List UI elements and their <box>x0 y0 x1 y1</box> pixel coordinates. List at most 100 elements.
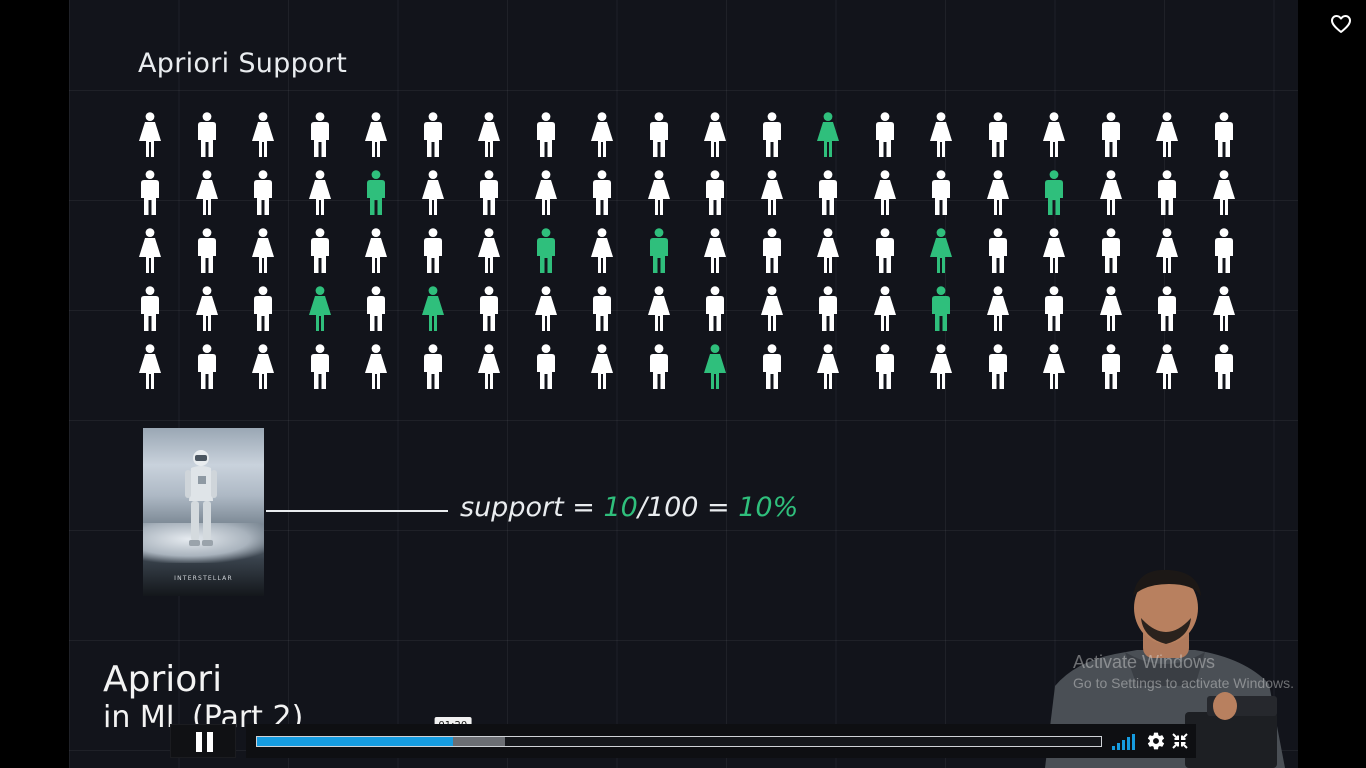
person-icon <box>757 286 787 332</box>
person-icon <box>418 344 448 390</box>
person-icon <box>1039 228 1069 274</box>
person-icon-highlighted <box>926 286 956 332</box>
person-icon <box>248 170 278 216</box>
played-progress <box>257 737 453 746</box>
person-icon <box>418 112 448 158</box>
person-icon <box>1152 112 1182 158</box>
volume-bars-icon[interactable] <box>1112 732 1138 750</box>
favorite-button[interactable] <box>1329 12 1353 36</box>
volume-bar <box>1122 740 1125 750</box>
person-icon <box>305 170 335 216</box>
person-icon <box>983 228 1013 274</box>
watermark-subtitle: Go to Settings to activate Windows. <box>1073 675 1294 691</box>
person-icon <box>248 286 278 332</box>
person-icon <box>813 344 843 390</box>
person-icon <box>474 286 504 332</box>
connector-line <box>266 510 448 512</box>
person-icon-highlighted <box>361 170 391 216</box>
presenter-video <box>1045 566 1298 768</box>
person-icon <box>474 344 504 390</box>
person-icon <box>587 170 617 216</box>
person-icon <box>644 286 674 332</box>
person-icon-highlighted <box>1039 170 1069 216</box>
person-icon <box>644 344 674 390</box>
formula-numerator: 10 <box>603 492 638 523</box>
control-bar <box>246 724 1196 758</box>
person-icon <box>644 112 674 158</box>
person-icon <box>1209 112 1239 158</box>
person-icon <box>813 228 843 274</box>
person-icon <box>305 112 335 158</box>
person-icon <box>700 170 730 216</box>
formula-result: 10% <box>738 492 799 523</box>
person-icon <box>1096 112 1126 158</box>
person-icon <box>135 112 165 158</box>
person-icon <box>361 228 391 274</box>
windows-activation-watermark: Activate Windows Go to Settings to activ… <box>1073 652 1294 691</box>
person-icon <box>1152 228 1182 274</box>
person-icon <box>700 286 730 332</box>
person-icon <box>870 286 900 332</box>
formula-prefix: support = <box>460 492 604 523</box>
person-icon <box>305 344 335 390</box>
person-icon <box>361 344 391 390</box>
person-icon <box>1152 170 1182 216</box>
person-icon <box>1096 344 1126 390</box>
person-icon <box>1096 228 1126 274</box>
volume-bar <box>1117 743 1120 750</box>
support-formula: support = 10/100 = 10% <box>460 492 798 523</box>
player-controls <box>170 724 1196 758</box>
person-icon-highlighted <box>926 228 956 274</box>
person-icon <box>813 286 843 332</box>
person-icon-highlighted <box>418 286 448 332</box>
person-icon <box>700 112 730 158</box>
exit-fullscreen-icon <box>1172 733 1188 749</box>
person-icon <box>1152 344 1182 390</box>
person-icon <box>192 344 222 390</box>
person-icon <box>870 112 900 158</box>
person-icon <box>418 170 448 216</box>
person-icon <box>1209 170 1239 216</box>
person-icon <box>135 170 165 216</box>
play-pause-button[interactable] <box>170 724 236 758</box>
progress-bar[interactable] <box>256 736 1102 747</box>
person-icon <box>248 112 278 158</box>
person-icon <box>587 344 617 390</box>
person-icon <box>248 228 278 274</box>
person-icon <box>361 112 391 158</box>
person-icon <box>926 170 956 216</box>
watermark-title: Activate Windows <box>1073 652 1216 672</box>
person-icon <box>700 228 730 274</box>
pause-icon-bar-right <box>207 732 213 752</box>
video-frame[interactable]: Apriori Support INTERSTELLAR support = 1… <box>69 0 1298 768</box>
person-icon <box>135 228 165 274</box>
person-icon <box>305 228 335 274</box>
movie-poster: INTERSTELLAR <box>143 428 264 596</box>
person-icon <box>983 286 1013 332</box>
person-icon-highlighted <box>305 286 335 332</box>
volume-bar <box>1112 746 1115 750</box>
person-icon <box>644 170 674 216</box>
person-icon <box>757 170 787 216</box>
person-icon <box>870 344 900 390</box>
person-icon <box>587 112 617 158</box>
fullscreen-button[interactable] <box>1172 733 1188 749</box>
poster-caption: INTERSTELLAR <box>174 575 233 582</box>
person-icon <box>870 170 900 216</box>
person-icon <box>192 112 222 158</box>
person-icon <box>1039 112 1069 158</box>
lesson-title-line1: Apriori <box>103 659 223 700</box>
person-icon <box>813 170 843 216</box>
person-icon <box>1152 286 1182 332</box>
person-icon <box>1096 286 1126 332</box>
person-icon-highlighted <box>531 228 561 274</box>
person-icon <box>474 228 504 274</box>
person-icon <box>531 344 561 390</box>
person-icon <box>757 112 787 158</box>
settings-button[interactable] <box>1146 731 1166 751</box>
person-icon <box>135 344 165 390</box>
person-icon <box>757 228 787 274</box>
person-icon <box>474 170 504 216</box>
person-icon-highlighted <box>644 228 674 274</box>
